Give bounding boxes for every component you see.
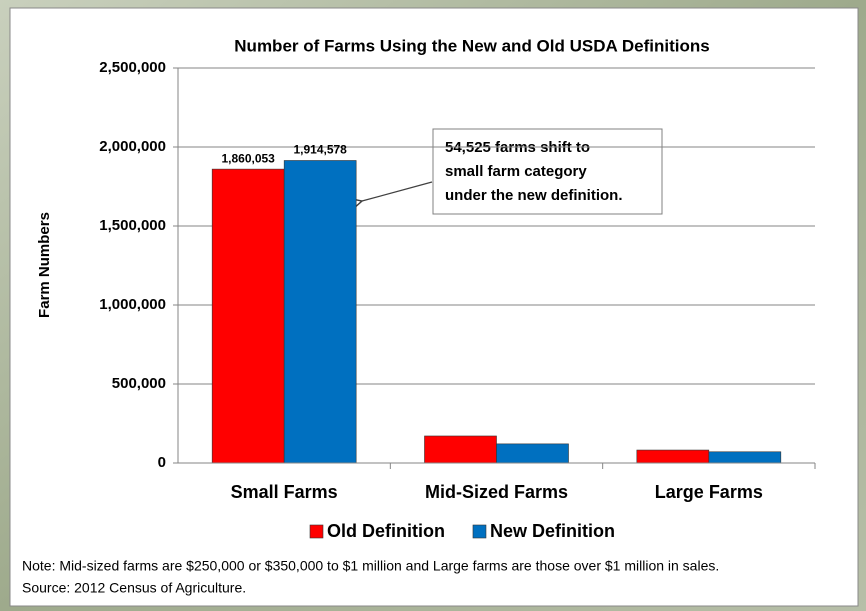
annotation-box: [432, 128, 663, 215]
x-tick-label: Large Farms: [655, 482, 763, 502]
y-tick-label: 1,500,000: [99, 217, 166, 234]
bar: [636, 449, 710, 464]
y-tick-label: 500,000: [112, 375, 166, 392]
y-tick-label: 1,000,000: [99, 296, 166, 313]
legend-swatch: [472, 524, 487, 539]
bar: [424, 435, 497, 464]
chart-frame: [9, 7, 859, 607]
legend-label: New Definition: [490, 521, 615, 541]
bar: [283, 160, 357, 464]
legend-swatch: [309, 524, 324, 539]
chart-title: Number of Farms Using the New and Old US…: [234, 36, 709, 55]
x-tick-label: Small Farms: [231, 482, 338, 502]
bar: [708, 451, 782, 464]
y-tick-label: 2,000,000: [99, 138, 166, 155]
bar: [211, 168, 285, 464]
y-tick-label: 0: [158, 454, 166, 471]
x-tick-label: Mid-Sized Farms: [425, 482, 568, 502]
annotation-arrow: [362, 181, 433, 201]
annotation-text: small farm category: [445, 163, 587, 180]
note: Note: Mid-sized farms are $250,000 or $3…: [22, 558, 719, 574]
y-tick-label: 2,500,000: [99, 59, 166, 76]
data-label: 1,914,578: [293, 143, 347, 157]
annotation-text: under the new definition.: [445, 187, 623, 204]
y-axis-label: Farm Numbers: [36, 212, 53, 318]
legend-label: Old Definition: [327, 521, 445, 541]
bar: [496, 443, 569, 464]
data-label: 1,860,053: [221, 151, 275, 165]
source: Source: 2012 Census of Agriculture.: [22, 580, 246, 596]
